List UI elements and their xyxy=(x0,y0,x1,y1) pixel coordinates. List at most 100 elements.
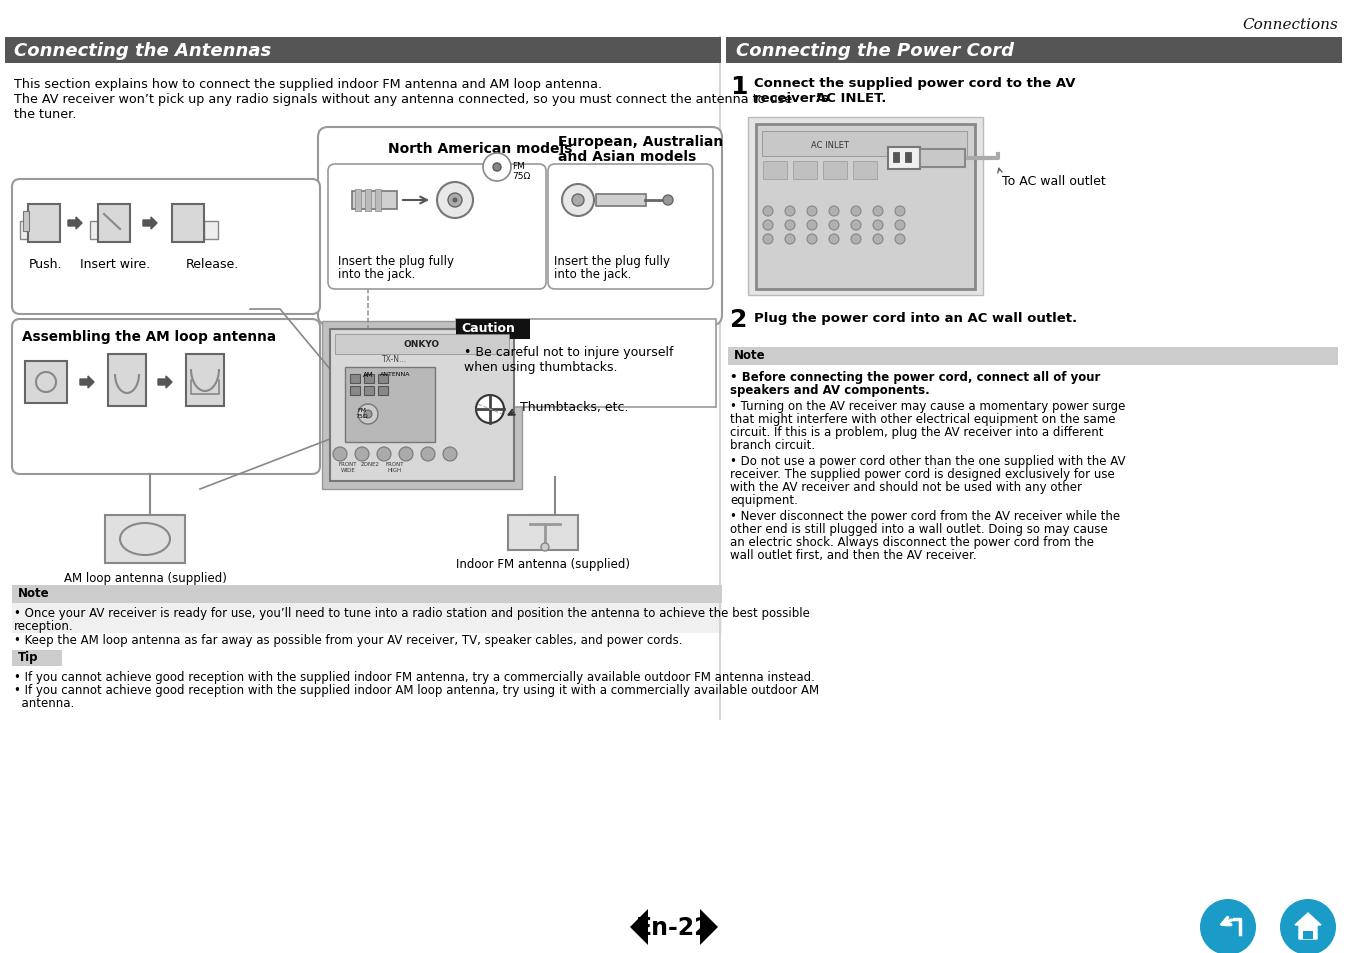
Circle shape xyxy=(377,448,391,461)
Text: AC INLET: AC INLET xyxy=(811,140,849,150)
Bar xyxy=(330,330,514,481)
Text: circuit. If this is a problem, plug the AV receiver into a different: circuit. If this is a problem, plug the … xyxy=(731,426,1104,438)
Bar xyxy=(204,222,218,240)
Text: • Once your AV receiver is ready for use, you’ll need to tune into a radio stati: • Once your AV receiver is ready for use… xyxy=(13,606,810,619)
Text: speakers and AV components.: speakers and AV components. xyxy=(731,384,930,396)
Text: This section explains how to connect the supplied indoor FM antenna and AM loop : This section explains how to connect the… xyxy=(13,78,603,91)
Bar xyxy=(352,192,398,210)
Text: Push.: Push. xyxy=(28,257,62,271)
Text: Insert wire.: Insert wire. xyxy=(80,257,150,271)
Text: Indoor FM antenna (supplied): Indoor FM antenna (supplied) xyxy=(456,558,630,571)
Circle shape xyxy=(785,207,795,216)
Text: Insert the plug fully: Insert the plug fully xyxy=(554,254,670,268)
Circle shape xyxy=(541,543,549,552)
Polygon shape xyxy=(143,218,156,230)
Text: Release.: Release. xyxy=(186,257,239,271)
Text: ONKYO: ONKYO xyxy=(404,340,439,349)
Text: ZONE2: ZONE2 xyxy=(360,461,380,467)
Circle shape xyxy=(333,448,346,461)
Text: Insert the plug fully: Insert the plug fully xyxy=(338,254,454,268)
Text: • Be careful not to injure yourself: • Be careful not to injure yourself xyxy=(464,346,674,358)
Text: antenna.: antenna. xyxy=(13,697,74,709)
Bar xyxy=(763,162,787,180)
Bar xyxy=(173,205,204,243)
Text: an electric shock. Always disconnect the power cord from the: an electric shock. Always disconnect the… xyxy=(731,536,1095,548)
Polygon shape xyxy=(158,376,173,389)
Bar xyxy=(28,205,61,243)
Circle shape xyxy=(562,185,594,216)
Text: into the jack.: into the jack. xyxy=(554,268,631,281)
Bar xyxy=(336,335,510,355)
Text: Connecting the Power Cord: Connecting the Power Cord xyxy=(736,42,1014,60)
FancyBboxPatch shape xyxy=(318,128,723,326)
Text: Plug the power cord into an AC wall outlet.: Plug the power cord into an AC wall outl… xyxy=(754,312,1077,325)
Circle shape xyxy=(483,153,511,182)
Bar xyxy=(853,162,878,180)
Circle shape xyxy=(355,448,369,461)
Circle shape xyxy=(807,207,817,216)
Text: AM loop antenna (supplied): AM loop antenna (supplied) xyxy=(63,572,226,584)
Circle shape xyxy=(785,221,795,231)
Circle shape xyxy=(829,207,838,216)
Text: receiver. The supplied power cord is designed exclusively for use: receiver. The supplied power cord is des… xyxy=(731,468,1115,480)
Polygon shape xyxy=(1295,913,1321,939)
Text: AC INLET.: AC INLET. xyxy=(816,91,887,105)
Circle shape xyxy=(359,405,377,424)
Bar xyxy=(26,361,67,403)
Circle shape xyxy=(895,234,905,245)
Bar xyxy=(5,38,721,64)
Bar xyxy=(456,319,716,408)
Text: wall outlet first, and then the AV receiver.: wall outlet first, and then the AV recei… xyxy=(731,548,976,561)
Bar xyxy=(748,118,983,295)
Bar xyxy=(762,132,967,157)
Circle shape xyxy=(1281,899,1336,953)
Circle shape xyxy=(829,234,838,245)
Bar xyxy=(919,150,965,168)
Text: • Do not use a power cord other than the one supplied with the AV: • Do not use a power cord other than the… xyxy=(731,455,1126,468)
Bar xyxy=(727,38,1343,64)
Bar xyxy=(23,212,30,232)
Bar xyxy=(350,387,360,395)
Text: equipment.: equipment. xyxy=(731,494,798,506)
Circle shape xyxy=(421,448,435,461)
Bar xyxy=(364,375,373,384)
Circle shape xyxy=(807,221,817,231)
Circle shape xyxy=(851,221,861,231)
Circle shape xyxy=(829,221,838,231)
Text: Note: Note xyxy=(735,349,766,362)
Bar xyxy=(108,355,146,407)
Bar xyxy=(756,125,975,290)
Circle shape xyxy=(364,411,372,418)
Text: • If you cannot achieve good reception with the supplied indoor FM antenna, try : • If you cannot achieve good reception w… xyxy=(13,670,816,683)
Circle shape xyxy=(572,194,584,207)
Circle shape xyxy=(763,234,772,245)
Circle shape xyxy=(851,207,861,216)
Bar xyxy=(322,322,522,490)
Text: The AV receiver won’t pick up any radio signals without any antenna connected, s: The AV receiver won’t pick up any radio … xyxy=(13,92,793,106)
Circle shape xyxy=(443,448,457,461)
Bar xyxy=(892,152,899,163)
Bar xyxy=(345,368,435,442)
FancyBboxPatch shape xyxy=(549,165,713,290)
Text: Connecting the Antennas: Connecting the Antennas xyxy=(13,42,271,60)
Text: 1: 1 xyxy=(731,75,748,99)
Bar xyxy=(377,387,388,395)
Bar xyxy=(1304,931,1313,939)
Bar xyxy=(355,190,361,212)
Bar xyxy=(364,387,373,395)
Text: Tip: Tip xyxy=(18,651,39,664)
Text: receiver’s: receiver’s xyxy=(754,91,833,105)
Text: • Turning on the AV receiver may cause a momentary power surge: • Turning on the AV receiver may cause a… xyxy=(731,399,1126,413)
Text: European, Australian: European, Australian xyxy=(558,135,724,149)
Text: • Keep the AM loop antenna as far away as possible from your AV receiver, TV, sp: • Keep the AM loop antenna as far away a… xyxy=(13,634,682,646)
Bar xyxy=(375,190,381,212)
Bar xyxy=(12,603,723,634)
Text: FM
75Ω: FM 75Ω xyxy=(512,162,530,181)
Bar xyxy=(793,162,817,180)
Text: with the AV receiver and should not be used with any other: with the AV receiver and should not be u… xyxy=(731,480,1082,494)
Circle shape xyxy=(763,221,772,231)
Bar xyxy=(12,585,723,603)
FancyBboxPatch shape xyxy=(328,165,546,290)
Text: when using thumbtacks.: when using thumbtacks. xyxy=(464,360,617,374)
Bar xyxy=(12,650,62,666)
